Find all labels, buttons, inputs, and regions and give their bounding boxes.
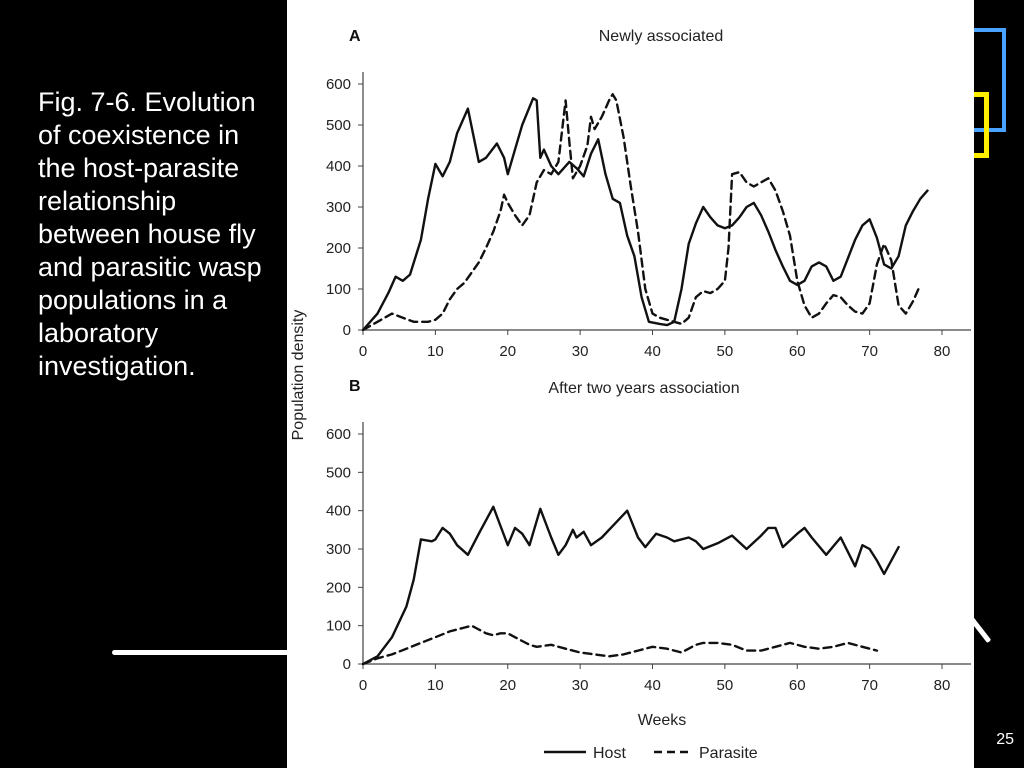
panel-b: 0 10 20 30 40 50 60 70 80 0 100 200 300 400 500 600 Afte… xyxy=(326,378,971,729)
series-line-parasite xyxy=(361,93,922,332)
x-tick-label: 70 xyxy=(861,343,878,360)
panel-a: 0 10 20 30 40 50 60 70 80 0 100 200 300 400 500 600 Newl… xyxy=(326,28,971,360)
series-line-host xyxy=(361,97,929,332)
y-tick-label: 100 xyxy=(326,618,351,635)
series-line-host xyxy=(361,505,900,666)
y-tick-label: 600 xyxy=(326,426,351,443)
panel-label: B xyxy=(349,378,361,395)
x-tick-label: 50 xyxy=(717,343,734,360)
y-tick-label: 300 xyxy=(326,199,351,216)
x-tick-label: 50 xyxy=(717,677,734,694)
x-tick-label: 20 xyxy=(499,343,516,360)
y-tick-label: 200 xyxy=(326,240,351,257)
y-tick-label: 600 xyxy=(326,76,351,93)
x-tick-label: 0 xyxy=(359,677,367,694)
y-tick-label: 100 xyxy=(326,281,351,298)
x-tick-label: 10 xyxy=(427,677,444,694)
y-tick-label: 400 xyxy=(326,503,351,520)
y-tick-label: 500 xyxy=(326,464,351,481)
panel-title: After two years association xyxy=(548,380,739,397)
x-tick-label: 0 xyxy=(359,343,367,360)
x-tick-label: 30 xyxy=(572,343,589,360)
figure-caption: Fig. 7-6. Evolution of coexistence in th… xyxy=(38,87,262,381)
series-line-parasite xyxy=(361,624,879,666)
x-tick-label: 40 xyxy=(644,343,661,360)
x-tick-label: 80 xyxy=(934,343,951,360)
decorative-line xyxy=(112,650,292,655)
legend-label-host: Host xyxy=(593,745,626,762)
x-axis-label: Weeks xyxy=(638,712,687,729)
x-tick-label: 30 xyxy=(572,677,589,694)
x-tick-label: 20 xyxy=(499,677,516,694)
y-tick-label: 0 xyxy=(343,656,351,673)
x-tick-label: 60 xyxy=(789,677,806,694)
figure-panel: 0 10 20 30 40 50 60 70 80 0 100 200 300 400 500 600 Newl… xyxy=(287,0,974,768)
y-tick-label: 0 xyxy=(343,322,351,339)
x-tick-label: 40 xyxy=(644,677,661,694)
y-tick-label: 500 xyxy=(326,117,351,134)
x-tick-label: 80 xyxy=(934,677,951,694)
y-tick-label: 300 xyxy=(326,541,351,558)
panel-title: Newly associated xyxy=(599,28,724,45)
x-tick-label: 10 xyxy=(427,343,444,360)
legend: Host Parasite xyxy=(544,745,758,762)
decorative-bracket-yellow xyxy=(962,92,989,158)
population-chart: 0 10 20 30 40 50 60 70 800100200300400500600Newl… xyxy=(290,28,971,762)
panel-label: A xyxy=(349,28,361,45)
x-tick-label: 70 xyxy=(861,677,878,694)
y-tick-label: 200 xyxy=(326,579,351,596)
slide-number: 25 xyxy=(996,731,1014,748)
y-tick-label: 400 xyxy=(326,158,351,175)
y-axis-label: Population density xyxy=(290,310,307,441)
x-tick-label: 60 xyxy=(789,343,806,360)
legend-label-parasite: Parasite xyxy=(699,745,758,762)
